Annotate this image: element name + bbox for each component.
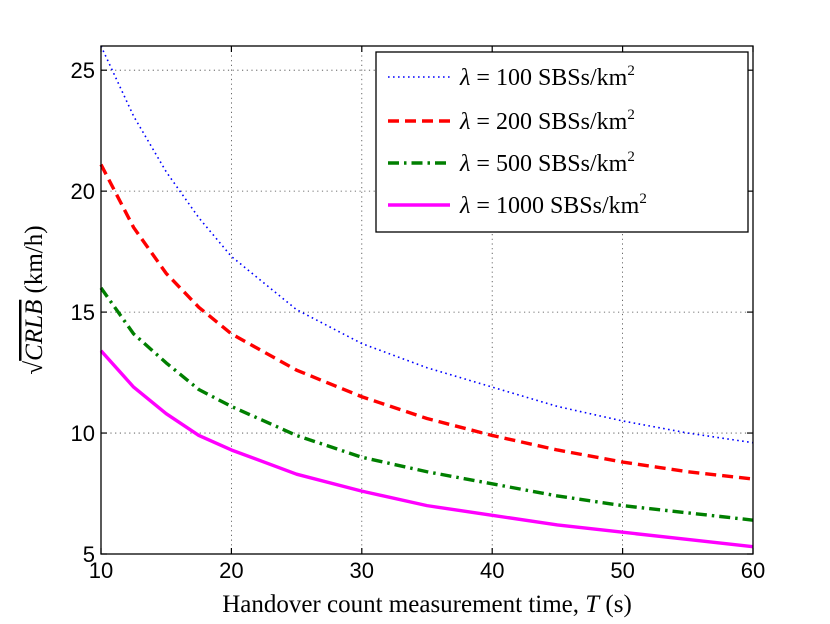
legend-label-200: λ = 200 SBSs/km2 (459, 107, 635, 135)
y-tick-label: 25 (71, 58, 95, 83)
legend-entry-1000: λ = 1000 SBSs/km2 (388, 191, 647, 219)
y-axis-label: √CRLB (km/h) (21, 225, 48, 374)
x-tick-label: 60 (741, 558, 765, 583)
series-line (99, 286, 754, 522)
y-tick-label: 5 (83, 542, 95, 567)
legend-label-100: λ = 100 SBSs/km2 (459, 63, 635, 91)
x-tick-label: 40 (480, 558, 504, 583)
series-line (99, 349, 754, 549)
plot-frame (100, 45, 754, 555)
y-tick-label: 15 (71, 300, 95, 325)
x-tick-label: 10 (89, 558, 113, 583)
series-line (99, 163, 754, 481)
legend-box (375, 51, 749, 233)
legend-entry-500: λ = 500 SBSs/km2 (388, 149, 635, 177)
legend-entry-200: λ = 200 SBSs/km2 (388, 107, 635, 135)
svg-text:√CRLB (km/h): √CRLB (km/h) (21, 225, 48, 374)
legend-label-1000: λ = 1000 SBSs/km2 (459, 191, 647, 219)
grid (101, 46, 753, 554)
legend: λ = 100 SBSs/km2 λ = 200 SBSs/km2 λ = 500 S… (375, 51, 749, 233)
x-tick-label: 20 (219, 558, 243, 583)
y-tick-label: 20 (71, 179, 95, 204)
series-group (99, 45, 754, 549)
legend-label-500: λ = 500 SBSs/km2 (459, 149, 635, 177)
x-tick-label: 50 (610, 558, 634, 583)
legend-entry-100: λ = 100 SBSs/km2 (388, 63, 635, 91)
series-line (100, 45, 754, 444)
x-axis-label: Handover count measurement time, T (s) (222, 591, 632, 618)
x-tick-label: 30 (350, 558, 374, 583)
y-tick-label: 10 (71, 421, 95, 446)
